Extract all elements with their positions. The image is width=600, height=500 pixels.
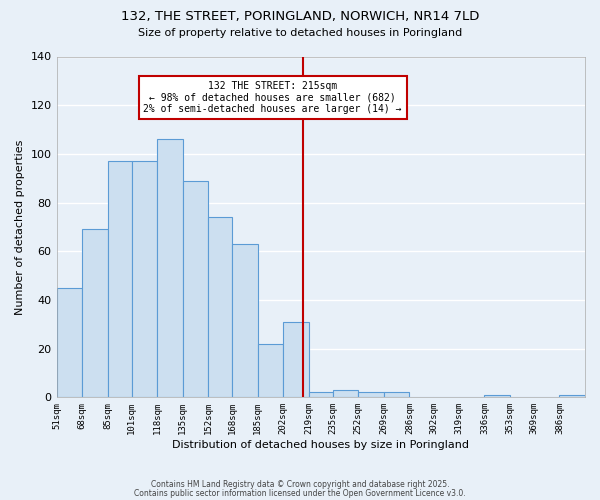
- Bar: [559, 395, 585, 398]
- Bar: [309, 392, 333, 398]
- Bar: [283, 322, 309, 398]
- X-axis label: Distribution of detached houses by size in Poringland: Distribution of detached houses by size …: [172, 440, 469, 450]
- Bar: [107, 161, 131, 398]
- Bar: [258, 344, 283, 398]
- Text: Contains public sector information licensed under the Open Government Licence v3: Contains public sector information licen…: [134, 488, 466, 498]
- Text: Size of property relative to detached houses in Poringland: Size of property relative to detached ho…: [138, 28, 462, 38]
- Bar: [358, 392, 384, 398]
- Bar: [157, 140, 182, 398]
- Bar: [56, 288, 82, 398]
- Bar: [232, 244, 258, 398]
- Bar: [131, 161, 157, 398]
- Bar: [208, 217, 232, 398]
- Y-axis label: Number of detached properties: Number of detached properties: [15, 139, 25, 314]
- Bar: [182, 180, 208, 398]
- Text: 132, THE STREET, PORINGLAND, NORWICH, NR14 7LD: 132, THE STREET, PORINGLAND, NORWICH, NR…: [121, 10, 479, 23]
- Bar: [384, 392, 409, 398]
- Text: 132 THE STREET: 215sqm
← 98% of detached houses are smaller (682)
2% of semi-det: 132 THE STREET: 215sqm ← 98% of detached…: [143, 81, 402, 114]
- Text: Contains HM Land Registry data © Crown copyright and database right 2025.: Contains HM Land Registry data © Crown c…: [151, 480, 449, 489]
- Bar: [484, 395, 510, 398]
- Bar: [82, 230, 107, 398]
- Bar: [333, 390, 358, 398]
